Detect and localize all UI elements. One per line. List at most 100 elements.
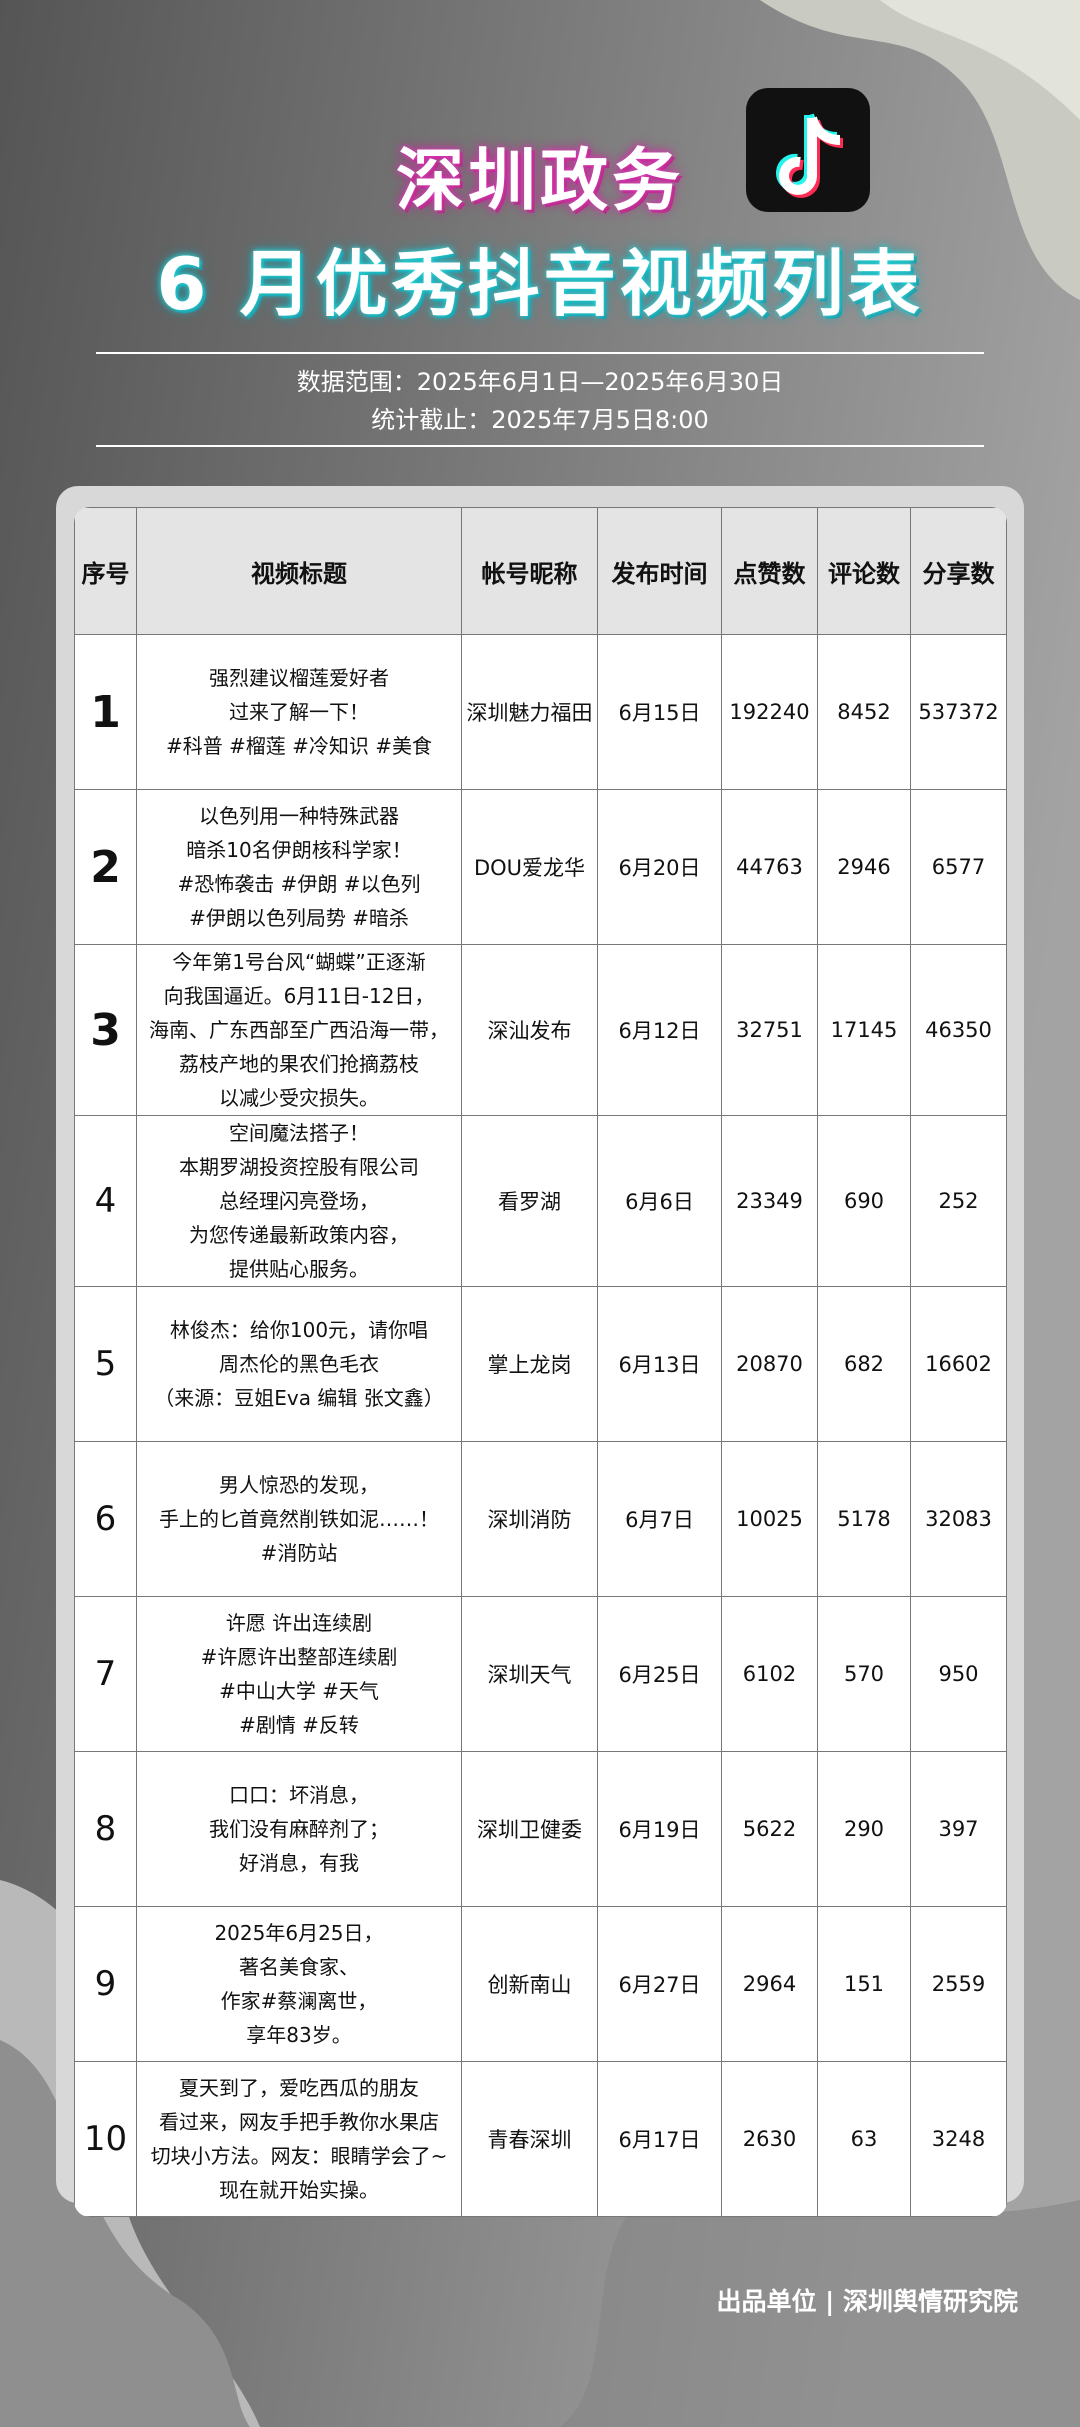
likes: 2630 bbox=[742, 2127, 797, 2151]
title-line: 荔枝产地的果农们抢摘荔枝 bbox=[179, 1052, 419, 1076]
shares: 3248 bbox=[931, 2127, 986, 2151]
rank-cell: 4 bbox=[74, 1115, 137, 1287]
likes: 32751 bbox=[736, 1018, 803, 1042]
likes: 192240 bbox=[729, 700, 810, 724]
title-line: 看过来，网友手把手教你水果店 bbox=[159, 2110, 439, 2134]
title-line: #科普 #榴莲 #冷知识 #美食 bbox=[165, 734, 433, 758]
date: 6月27日 bbox=[618, 1973, 701, 1997]
date-cell: 6月7日 bbox=[597, 1441, 722, 1597]
title-cell: 男人惊恐的发现， 手上的匕首竟然削铁如泥……！ #消防站 bbox=[136, 1441, 462, 1597]
title-line: 切块小方法。网友：眼睛学会了~ bbox=[150, 2144, 448, 2168]
shares-cell: 537372 bbox=[910, 634, 1007, 790]
title-line: 向我国逼近。6月11日-12日， bbox=[163, 984, 435, 1008]
table-row: 3 今年第1号台风“蝴蝶”正逐渐 向我国逼近。6月11日-12日， 海南、广东西部至广… bbox=[74, 944, 1007, 1116]
title-line: 总经理闪亮登场， bbox=[219, 1189, 379, 1213]
account-cell: 深汕发布 bbox=[461, 944, 598, 1116]
comments-cell: 17145 bbox=[817, 944, 911, 1116]
title-line: #伊朗以色列局势 #暗杀 bbox=[189, 906, 409, 930]
date-cell: 6月19日 bbox=[597, 1751, 722, 1907]
date: 6月20日 bbox=[618, 856, 701, 880]
title-line: 男人惊恐的发现， bbox=[219, 1473, 379, 1497]
likes-cell: 32751 bbox=[721, 944, 818, 1116]
date: 6月15日 bbox=[618, 701, 701, 725]
account-cell: 青春深圳 bbox=[461, 2061, 598, 2217]
comments-cell: 290 bbox=[817, 1751, 911, 1907]
title-line: #消防站 bbox=[260, 1541, 338, 1565]
account-cell: 深圳魅力福田 bbox=[461, 634, 598, 790]
table-row: 5 林俊杰：给你100元，请你唱 周杰伦的黑色毛衣 （来源：豆姐Eva 编辑 张文鑫）… bbox=[74, 1286, 1007, 1442]
account: 深圳卫健委 bbox=[477, 1818, 582, 1842]
column-header: 视频标题 bbox=[136, 507, 462, 635]
account: 深圳魅力福田 bbox=[466, 701, 593, 725]
title-cell: 空间魔法搭子！ 本期罗湖投资控股有限公司 总经理闪亮登场， 为您传递最新政策内容， 提供… bbox=[136, 1115, 462, 1287]
title-line: 2025年6月25日， bbox=[214, 1921, 384, 1945]
likes-cell: 20870 bbox=[721, 1286, 818, 1442]
comments-cell: 690 bbox=[817, 1115, 911, 1287]
account: 青春深圳 bbox=[487, 2128, 572, 2152]
title-line: 暗杀10名伊朗核科学家！ bbox=[186, 838, 412, 862]
likes: 23349 bbox=[736, 1189, 803, 1213]
likes-cell: 5622 bbox=[721, 1751, 818, 1907]
account-cell: 掌上龙岗 bbox=[461, 1286, 598, 1442]
shares-cell: 252 bbox=[910, 1115, 1007, 1287]
likes-cell: 6102 bbox=[721, 1596, 818, 1752]
shares-cell: 16602 bbox=[910, 1286, 1007, 1442]
comments-cell: 63 bbox=[817, 2061, 911, 2217]
date: 6月19日 bbox=[618, 1818, 701, 1842]
date: 6月25日 bbox=[618, 1663, 701, 1687]
date-cell: 6月6日 bbox=[597, 1115, 722, 1287]
comments: 17145 bbox=[830, 1018, 898, 1042]
title-line: 过来了解一下！ bbox=[229, 700, 369, 724]
comments-cell: 151 bbox=[817, 1906, 911, 2062]
shares: 46350 bbox=[925, 1018, 992, 1042]
shares: 252 bbox=[938, 1189, 979, 1213]
title-cell: 口口：坏消息， 我们没有麻醉剂了； 好消息，有我 bbox=[136, 1751, 462, 1907]
shares-cell: 397 bbox=[910, 1751, 1007, 1907]
rank: 6 bbox=[94, 1499, 117, 1539]
data-range: 数据范围：2025年6月1日—2025年6月30日 bbox=[296, 368, 784, 396]
shares: 537372 bbox=[918, 700, 999, 724]
title-line: 以色列用一种特殊武器 bbox=[199, 804, 399, 828]
divider bbox=[96, 352, 984, 354]
title-line: #恐怖袭击 #伊朗 #以色列 bbox=[177, 872, 421, 896]
table: 序号 视频标题 帐号昵称 发布时间 点赞数 评论数 分享数 1 强烈建议榴莲爱好者 过来了解一下… bbox=[74, 507, 1007, 2217]
title-line: 著名美食家、 bbox=[239, 1955, 359, 1979]
account: 创新南山 bbox=[487, 1973, 572, 1997]
date-cell: 6月27日 bbox=[597, 1906, 722, 2062]
title-line: 许愿 许出连续剧 bbox=[225, 1611, 373, 1635]
likes: 44763 bbox=[736, 855, 803, 879]
date-cell: 6月13日 bbox=[597, 1286, 722, 1442]
title-cell: 2025年6月25日， 著名美食家、 作家#蔡澜离世， 享年83岁。 bbox=[136, 1906, 462, 2062]
table-row: 9 2025年6月25日， 著名美食家、 作家#蔡澜离世， 享年83岁。 创新南山 6月27… bbox=[74, 1906, 1007, 2062]
shares-cell: 46350 bbox=[910, 944, 1007, 1116]
likes-cell: 23349 bbox=[721, 1115, 818, 1287]
rank: 5 bbox=[94, 1344, 117, 1384]
account: 看罗湖 bbox=[498, 1190, 561, 1214]
likes: 5622 bbox=[742, 1817, 797, 1841]
comments: 8452 bbox=[837, 700, 891, 724]
title-line: #剧情 #反转 bbox=[239, 1713, 359, 1737]
likes: 20870 bbox=[736, 1352, 803, 1376]
rank: 10 bbox=[83, 2119, 128, 2159]
date: 6月7日 bbox=[625, 1508, 694, 1532]
title-line: 口口：坏消息， bbox=[229, 1783, 369, 1807]
account-cell: DOU爱龙华 bbox=[461, 789, 598, 945]
date-cell: 6月25日 bbox=[597, 1596, 722, 1752]
column-header: 发布时间 bbox=[597, 507, 722, 635]
rank: 8 bbox=[94, 1809, 117, 1849]
comments: 5178 bbox=[837, 1507, 891, 1531]
title-line: 以减少受灾损失。 bbox=[219, 1086, 379, 1110]
rank: 3 bbox=[90, 1004, 121, 1056]
title-line: 好消息，有我 bbox=[239, 1851, 359, 1875]
shares-cell: 6577 bbox=[910, 789, 1007, 945]
rank-cell: 2 bbox=[74, 789, 137, 945]
title-line: 现在就开始实操。 bbox=[219, 2178, 379, 2202]
title-line: 手上的匕首竟然削铁如泥……！ bbox=[159, 1507, 439, 1531]
title-line: 提供贴心服务。 bbox=[229, 1257, 369, 1281]
title-line: #中山大学 #天气 bbox=[219, 1679, 379, 1703]
shares-cell: 3248 bbox=[910, 2061, 1007, 2217]
title-line: 本期罗湖投资控股有限公司 bbox=[179, 1155, 419, 1179]
shares-cell: 950 bbox=[910, 1596, 1007, 1752]
table-row: 10 夏天到了，爱吃西瓜的朋友 看过来，网友手把手教你水果店 切块小方法。网友：眼睛学… bbox=[74, 2061, 1007, 2217]
column-header: 帐号昵称 bbox=[461, 507, 598, 635]
